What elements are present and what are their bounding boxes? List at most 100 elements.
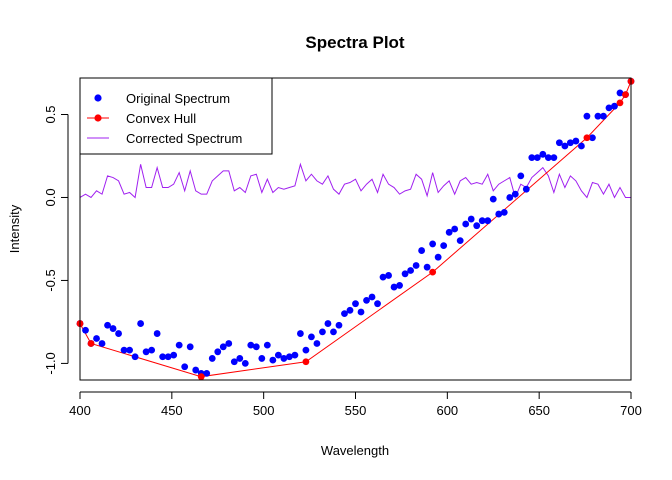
original-spectrum-point — [170, 351, 178, 359]
original-spectrum-point — [186, 343, 194, 351]
plot-area — [76, 77, 635, 381]
original-spectrum-point — [159, 353, 167, 361]
original-spectrum-point — [247, 341, 255, 349]
original-spectrum-point — [566, 139, 574, 147]
original-spectrum-point — [418, 247, 426, 254]
original-spectrum-point — [324, 320, 332, 327]
y-axis-label: Intensity — [7, 204, 22, 253]
original-spectrum-point — [539, 150, 547, 158]
original-spectrum-point — [561, 142, 569, 150]
x-tick-label: 600 — [436, 403, 458, 418]
legend-marker-original — [94, 94, 102, 102]
x-tick-label: 650 — [528, 403, 550, 418]
original-spectrum-point — [236, 355, 244, 362]
convex-hull-point — [87, 340, 95, 347]
original-spectrum-point — [214, 348, 222, 356]
original-spectrum-point — [434, 253, 442, 261]
original-spectrum-point — [423, 263, 431, 271]
plot-frame — [79, 77, 632, 381]
original-spectrum-point — [611, 102, 618, 110]
original-spectrum-point — [484, 217, 492, 225]
original-spectrum-point — [104, 321, 111, 329]
original-spectrum-point — [533, 154, 541, 162]
original-spectrum-point — [280, 355, 288, 362]
original-spectrum-point — [297, 330, 304, 337]
original-spectrum-point — [181, 363, 189, 371]
original-spectrum-point — [451, 225, 459, 233]
original-spectrum-point — [605, 104, 613, 112]
convex-hull-point — [302, 358, 310, 366]
original-spectrum-point — [258, 355, 266, 362]
chart-title: Spectra Plot — [305, 33, 405, 52]
original-spectrum-point — [109, 325, 117, 332]
original-spectrum-point — [192, 366, 200, 374]
legend-label-hull: Convex Hull — [126, 111, 196, 126]
original-spectrum-point — [137, 320, 145, 327]
x-tick-label: 500 — [253, 403, 275, 418]
original-spectrum-point — [379, 273, 387, 281]
original-spectrum-point — [93, 335, 100, 342]
original-spectrum-point — [230, 358, 238, 366]
original-spectrum-point — [203, 369, 211, 377]
original-spectrum-point — [263, 341, 271, 349]
original-spectrum-point — [473, 222, 481, 230]
original-spectrum-point — [522, 185, 530, 193]
original-spectrum-point — [396, 282, 403, 289]
original-spectrum-point — [506, 194, 514, 201]
original-spectrum-point — [142, 348, 150, 356]
y-tick-label: 0.5 — [43, 105, 58, 123]
original-spectrum-point — [241, 360, 249, 367]
original-spectrum-point — [274, 351, 282, 359]
x-tick-label: 550 — [345, 403, 367, 418]
original-spectrum-point — [153, 330, 161, 337]
convex-hull-point — [622, 91, 629, 98]
legend-box — [79, 77, 273, 155]
original-spectrum-point — [330, 328, 337, 336]
legend-label-corrected: Corrected Spectrum — [126, 131, 242, 146]
original-spectrum-point — [440, 242, 448, 249]
original-spectrum-point — [616, 89, 624, 97]
original-spectrum-point — [600, 112, 607, 120]
y-tick-label: 0.0 — [43, 188, 58, 206]
original-spectrum-point — [578, 142, 585, 150]
original-spectrum-point — [456, 237, 464, 245]
original-spectrum-point — [335, 321, 343, 329]
series-corrected-spectrum-line — [79, 162, 631, 200]
convex-hull-point — [197, 373, 205, 381]
original-spectrum-point — [357, 308, 365, 316]
original-spectrum-point — [445, 228, 453, 236]
original-spectrum-point — [495, 210, 503, 218]
original-spectrum-point — [225, 340, 233, 347]
original-spectrum-point — [352, 300, 359, 308]
original-spectrum-point — [462, 220, 470, 228]
original-spectrum-point — [478, 217, 486, 225]
original-spectrum-point — [550, 154, 558, 162]
original-spectrum-point — [412, 262, 420, 269]
original-spectrum-point — [429, 240, 437, 248]
legend-label-original: Original Spectrum — [126, 91, 230, 106]
original-spectrum-point — [517, 172, 525, 180]
original-spectrum-point — [511, 190, 519, 198]
original-spectrum-point — [269, 356, 277, 364]
convex-hull-point — [583, 134, 591, 142]
convex-hull-point — [429, 268, 437, 276]
x-axis-label: Wavelength — [321, 443, 389, 458]
original-spectrum-point — [308, 333, 315, 341]
original-spectrum-point — [219, 343, 227, 351]
original-spectrum-point — [252, 343, 260, 351]
original-spectrum-point — [208, 355, 216, 362]
original-spectrum-point — [319, 328, 326, 336]
original-spectrum-point — [489, 195, 497, 203]
x-tick-label: 700 — [620, 403, 642, 418]
original-spectrum-point — [175, 341, 183, 349]
original-spectrum-point — [589, 134, 596, 142]
original-spectrum-point — [544, 154, 552, 162]
original-spectrum-point — [120, 346, 128, 354]
y-tick-label: -0.5 — [43, 269, 58, 291]
original-spectrum-point — [313, 340, 321, 347]
original-spectrum-point — [583, 112, 591, 120]
y-tick-label: -1.0 — [43, 352, 58, 374]
convex-hull-point — [616, 99, 624, 107]
